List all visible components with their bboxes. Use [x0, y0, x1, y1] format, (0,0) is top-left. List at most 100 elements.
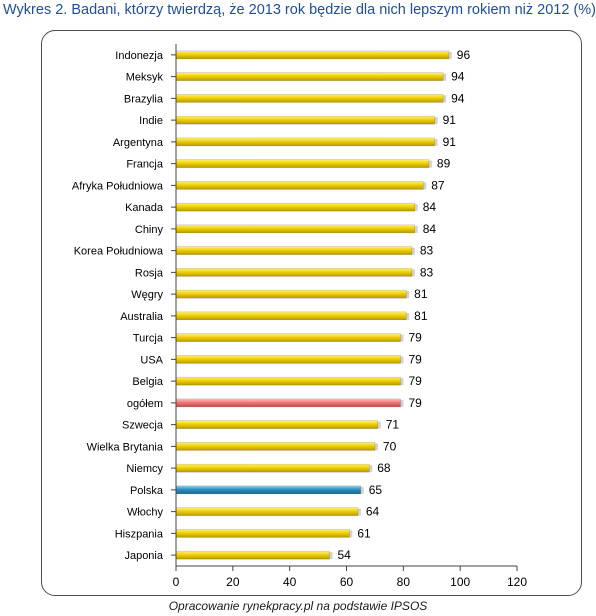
bar-francja	[175, 159, 430, 168]
bar-argentyna	[175, 137, 435, 147]
bar-shadow-rosja	[411, 269, 415, 277]
value-label-chiny: 84	[423, 222, 437, 236]
value-label-argentyna: 91	[443, 135, 457, 149]
value-label-indonezja: 96	[457, 48, 471, 62]
bar-wegry	[175, 289, 407, 299]
x-tick-label-0: 0	[173, 575, 180, 589]
value-label-francja: 89	[437, 157, 451, 171]
bar-hiszpania	[175, 529, 350, 538]
bar-shadow-brazylia	[443, 95, 447, 103]
category-label-kanada: Kanada	[125, 202, 164, 214]
bars-layer	[175, 50, 452, 560]
bar-niemcy	[175, 463, 370, 473]
bar-shadow-hiszpania	[349, 530, 353, 538]
category-label-afryka-poludniowa: Afryka Południowa	[72, 180, 164, 192]
category-label-wielka-brytania: Wielka Brytania	[87, 441, 164, 453]
bar-meksyk	[175, 72, 444, 81]
category-label-korea-poludniowa: Korea Południowa	[74, 246, 164, 258]
value-label-polska: 65	[369, 483, 383, 497]
category-label-chiny: Chiny	[135, 224, 164, 236]
bar-shadow-francja	[428, 160, 432, 168]
category-label-polska: Polska	[130, 485, 164, 497]
bar-shadow-afryka-poludniowa	[423, 182, 427, 190]
bar-shadow-wielka-brytania	[374, 443, 378, 451]
x-tick-label-120: 120	[507, 575, 527, 589]
category-label-brazylia: Brazylia	[124, 93, 164, 105]
bar-ogolem	[175, 398, 401, 408]
bar-shadow-indie	[434, 117, 438, 125]
category-label-indie: Indie	[139, 115, 163, 127]
value-label-indie: 91	[443, 113, 457, 127]
category-label-ogolem: ogółem	[127, 398, 163, 410]
value-label-brazylia: 94	[451, 91, 465, 105]
bar-szwecja	[175, 420, 379, 429]
bar-shadow-turcja	[400, 334, 404, 342]
bar-shadow-argentyna	[434, 138, 438, 146]
category-label-rosja: Rosja	[135, 267, 164, 279]
bar-shadow-usa	[400, 356, 404, 364]
category-label-turcja: Turcja	[133, 333, 164, 345]
axes-layer: Indonezja 96 Meksyk 94 Brazylia 94 Indie 91 Arge…	[72, 44, 527, 589]
value-label-szwecja: 71	[386, 418, 400, 432]
category-label-niemcy: Niemcy	[126, 463, 163, 475]
bar-shadow-wegry	[406, 291, 410, 299]
bar-belgia	[175, 376, 401, 386]
chart-title: Wykres 2. Badani, którzy twierdzą, że 20…	[3, 2, 596, 18]
category-label-wegry: Węgry	[131, 289, 163, 301]
x-tick-label-20: 20	[226, 575, 240, 589]
category-label-meksyk: Meksyk	[126, 72, 164, 84]
bar-shadow-niemcy	[369, 465, 373, 473]
value-label-japonia: 54	[337, 548, 351, 562]
x-tick-label-60: 60	[340, 575, 354, 589]
bar-afryka-poludniowa	[175, 181, 424, 190]
bar-rosja	[175, 268, 413, 277]
bar-shadow-ogolem	[400, 399, 404, 407]
category-label-wlochy: Włochy	[127, 507, 164, 519]
bar-shadow-chiny	[414, 225, 418, 233]
bar-wielka-brytania	[175, 442, 376, 451]
category-label-francja: Francja	[126, 159, 164, 171]
bar-indie	[175, 115, 435, 125]
category-label-belgia: Belgia	[132, 376, 163, 388]
value-label-korea-poludniowa: 83	[420, 244, 434, 258]
bar-shadow-indonezja	[448, 51, 452, 59]
category-label-australia: Australia	[120, 311, 164, 323]
bar-brazylia	[175, 94, 444, 103]
value-label-turcja: 79	[408, 331, 422, 345]
category-label-szwecja: Szwecja	[122, 420, 164, 432]
bar-shadow-polska	[360, 486, 364, 494]
bar-japonia	[175, 550, 330, 560]
bar-kanada	[175, 202, 415, 212]
value-label-rosja: 83	[420, 265, 434, 279]
value-label-belgia: 79	[408, 374, 422, 388]
x-tick-label-100: 100	[450, 575, 470, 589]
category-label-argentyna: Argentyna	[113, 137, 164, 149]
bar-shadow-meksyk	[443, 73, 447, 81]
category-label-usa: USA	[140, 354, 163, 366]
value-label-kanada: 84	[423, 200, 437, 214]
bar-polska	[175, 485, 361, 495]
value-label-usa: 79	[408, 352, 422, 366]
value-label-australia: 81	[414, 309, 428, 323]
bar-shadow-japonia	[329, 552, 333, 560]
bar-shadow-szwecja	[377, 421, 381, 429]
bar-australia	[175, 311, 407, 321]
x-tick-label-80: 80	[397, 575, 411, 589]
value-label-niemcy: 68	[377, 461, 391, 475]
bar-shadow-belgia	[400, 378, 404, 386]
category-label-indonezja: Indonezja	[115, 50, 164, 62]
bar-shadow-kanada	[414, 204, 418, 212]
value-label-meksyk: 94	[451, 70, 465, 84]
value-label-wielka-brytania: 70	[383, 439, 397, 453]
bar-korea-poludniowa	[175, 246, 413, 255]
value-label-afryka-poludniowa: 87	[431, 178, 445, 192]
bar-usa	[175, 355, 401, 364]
bar-chiny	[175, 224, 415, 234]
category-label-japonia: Japonia	[124, 550, 163, 562]
bar-wlochy	[175, 507, 359, 516]
value-label-hiszpania: 61	[357, 526, 371, 540]
bar-shadow-australia	[406, 312, 410, 320]
bar-shadow-wlochy	[357, 508, 361, 516]
bar-indonezja	[175, 50, 450, 60]
